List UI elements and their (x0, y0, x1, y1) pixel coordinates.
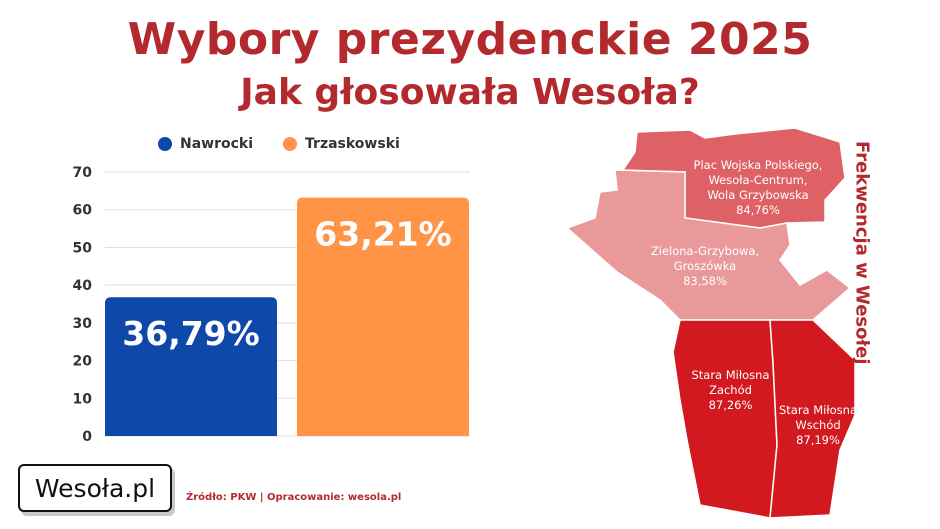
y-tick-label: 60 (73, 203, 93, 219)
bar-nawrocki (105, 297, 277, 436)
district-map (565, 127, 855, 519)
legend-swatch-trzaskowski (283, 137, 298, 151)
map-title: Frekwencja w Wesołej (851, 140, 873, 365)
region-label-stara-milosna-wschod: Stara Miłosna Wschód 87,19% (778, 403, 858, 447)
map-region-zielona-grzybowa (565, 169, 852, 321)
chart-legend: Nawrocki Trzaskowski (158, 136, 400, 152)
subtitle: Jak głosowała Wesoła? (240, 72, 700, 113)
source-note: Źródło: PKW | Opracowanie: wesola.pl (186, 492, 402, 503)
map-region-stara-milosna-zachod (672, 319, 778, 519)
y-tick-label: 20 (73, 354, 93, 370)
legend-label-nawrocki: Nawrocki (180, 136, 254, 152)
legend-item-nawrocki: Nawrocki (158, 136, 253, 152)
bar-chart: 0 10 20 30 40 50 60 70 36,79% 63,21% (73, 165, 470, 445)
wesola-logo: Wesoła.pl (18, 464, 172, 512)
bar-trzaskowski (297, 197, 469, 436)
y-tick-label: 10 (73, 391, 93, 407)
y-tick-label: 0 (82, 429, 92, 445)
legend-label-trzaskowski: Trzaskowski (305, 136, 400, 152)
legend-swatch-nawrocki (158, 137, 172, 151)
region-label-stara-milosna-zachod: Stara Miłosna Zachód 87,26% (691, 368, 770, 412)
main-title: Wybory prezydenckie 2025 (127, 14, 813, 65)
y-tick-label: 30 (73, 316, 93, 332)
data-label-trzaskowski: 63,21% (314, 215, 451, 254)
y-tick-label: 50 (73, 240, 93, 256)
data-label-nawrocki: 36,79% (122, 314, 259, 353)
y-tick-label: 40 (73, 278, 93, 294)
map-region-stara-milosna-wschod (769, 319, 855, 519)
region-label-plac-wojska-polskiego: Plac Wojska Polskiego, Wesoła-Centrum, W… (693, 158, 823, 217)
legend-item-trzaskowski: Trzaskowski (283, 136, 400, 152)
y-tick-label: 70 (73, 165, 93, 181)
region-label-zielona-grzybowa: Zielona-Grzybowa, Groszówka 83,58% (650, 244, 760, 288)
